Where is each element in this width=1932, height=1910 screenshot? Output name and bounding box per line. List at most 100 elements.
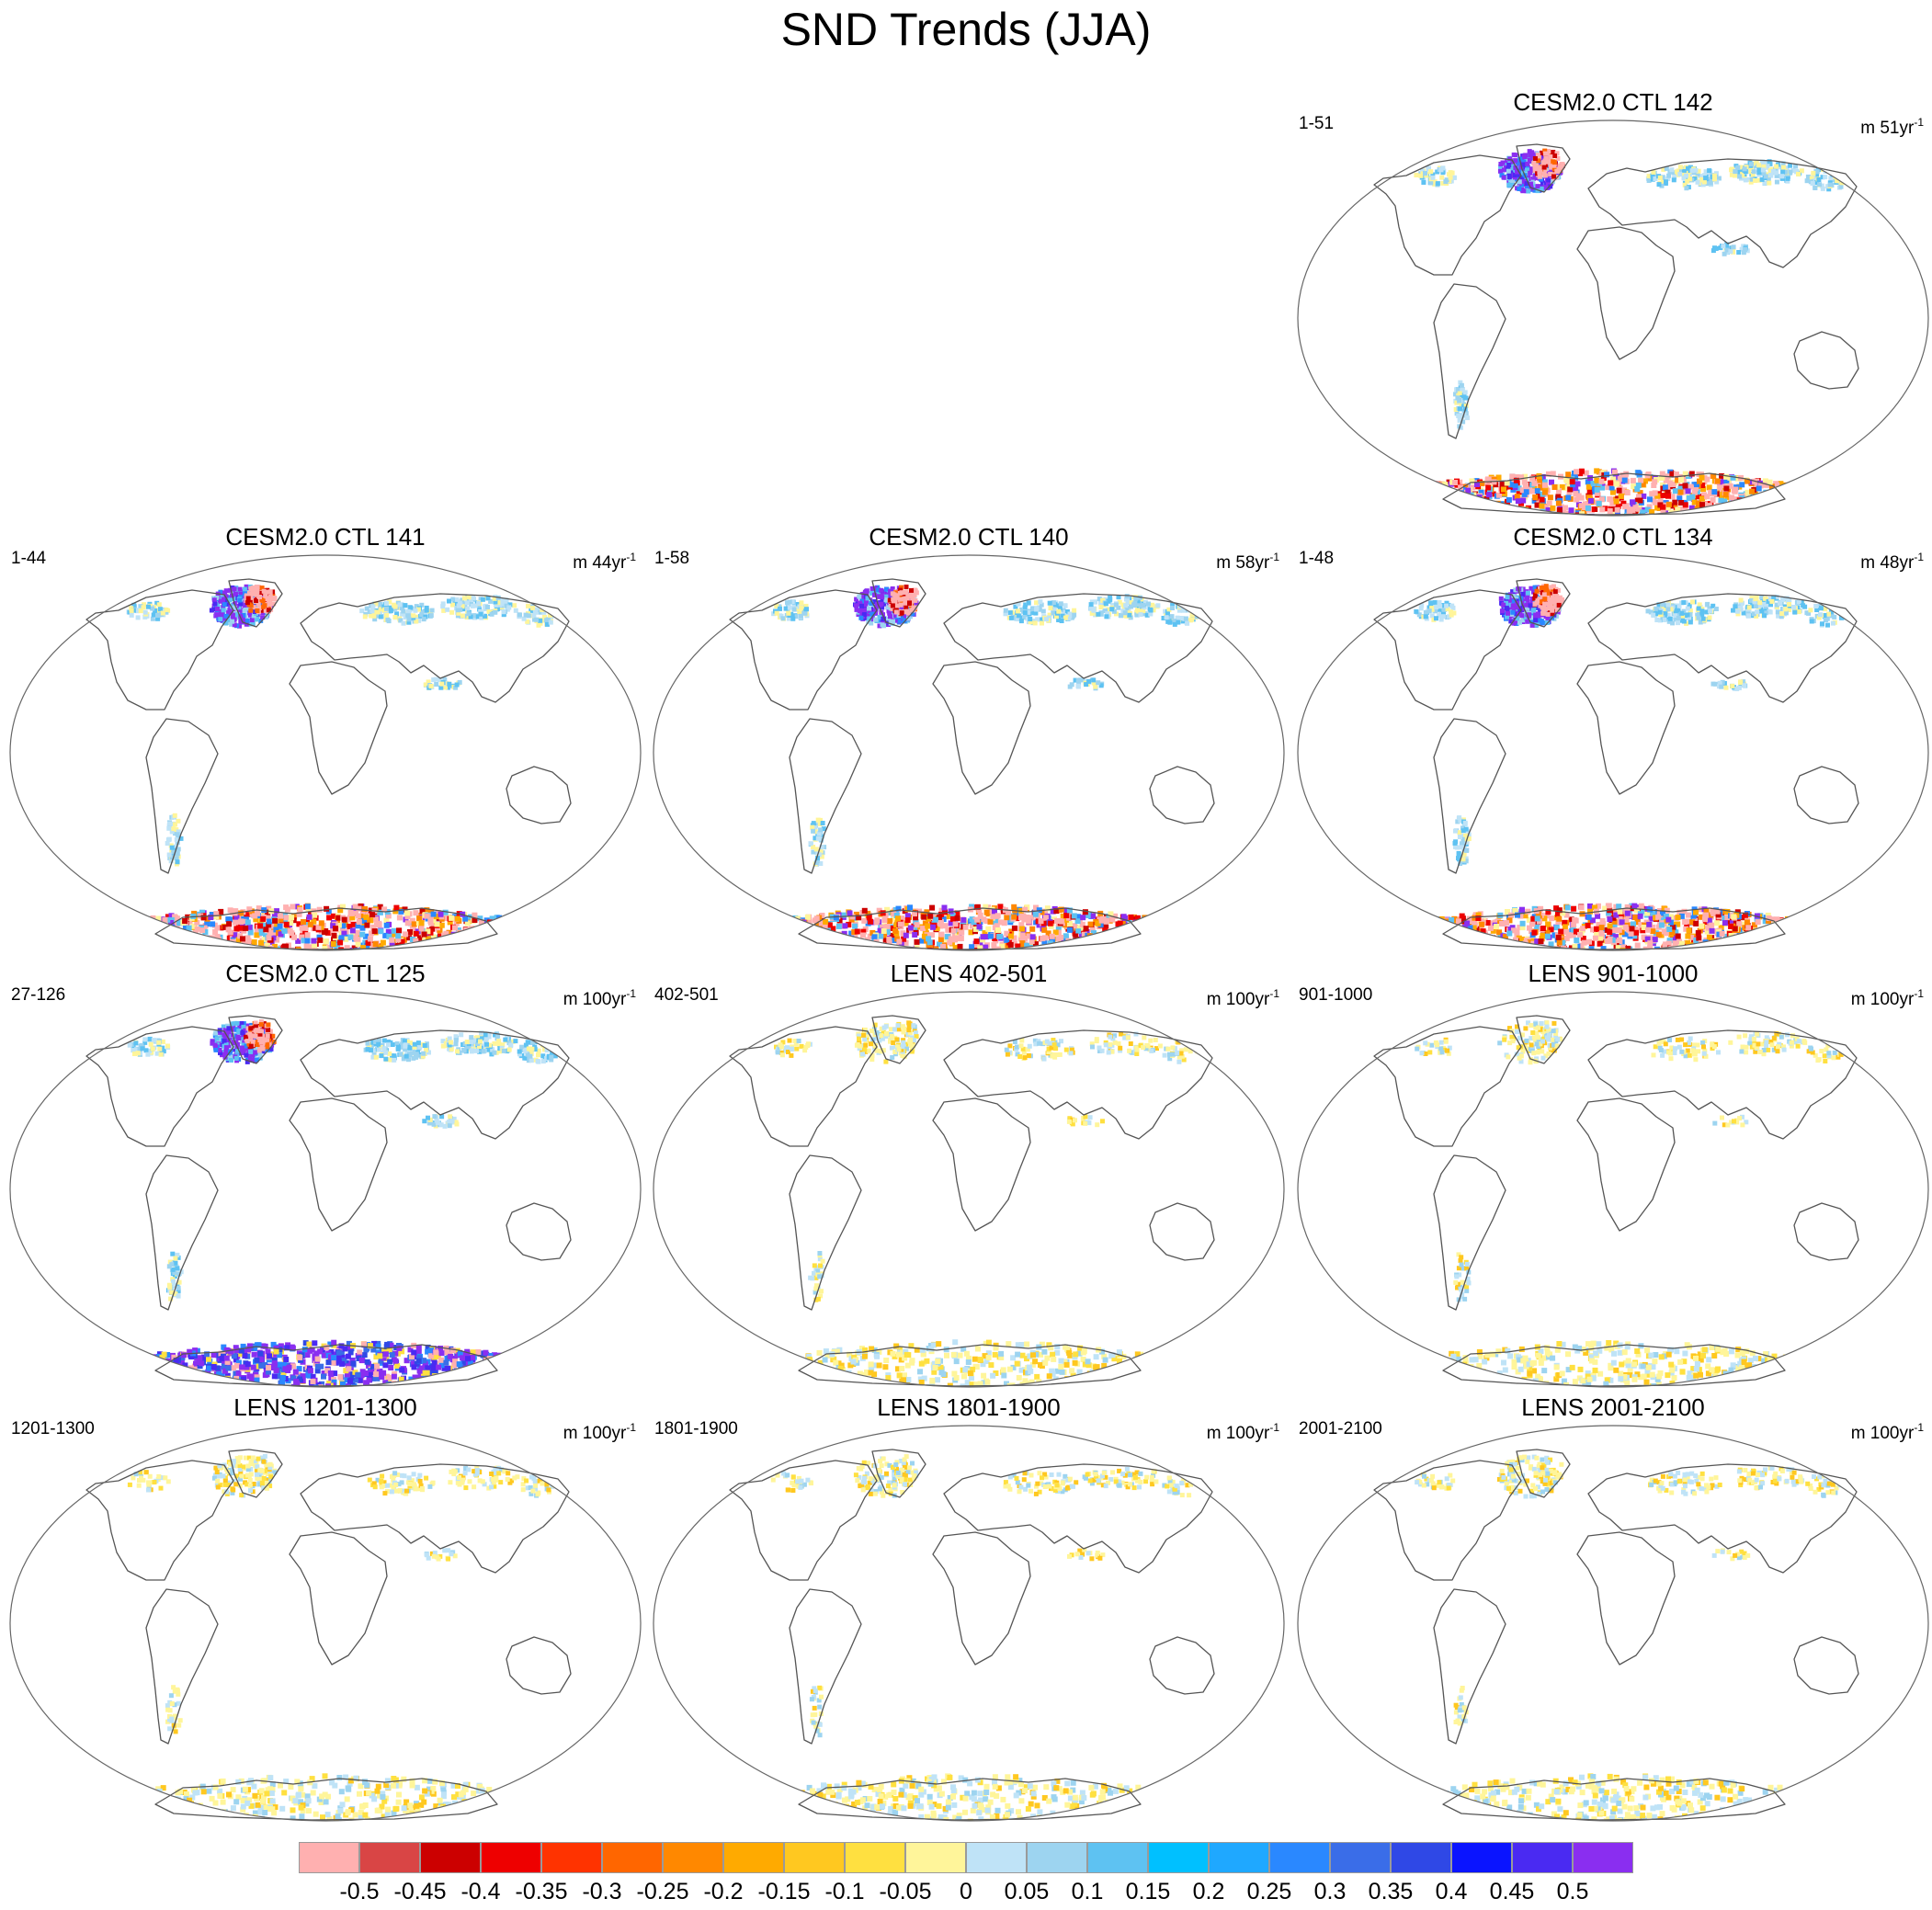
trend-cell bbox=[384, 612, 390, 618]
trend-cell bbox=[240, 936, 245, 942]
trend-cell bbox=[1688, 165, 1693, 170]
trend-cell bbox=[1462, 483, 1469, 490]
trend-cell bbox=[1006, 909, 1011, 915]
trend-cell bbox=[1008, 928, 1015, 935]
trend-cell bbox=[487, 937, 494, 943]
trend-cell bbox=[222, 602, 227, 608]
trend-cell bbox=[867, 933, 873, 939]
trend-cell bbox=[349, 927, 356, 934]
trend-cell bbox=[802, 939, 809, 945]
trend-cell bbox=[486, 608, 492, 614]
trend-cell bbox=[802, 610, 808, 616]
australia-outline bbox=[1793, 331, 1859, 390]
trend-cell bbox=[1088, 602, 1094, 608]
trend-cell bbox=[1764, 512, 1769, 516]
trend-cell bbox=[1701, 512, 1708, 516]
trend-cell bbox=[343, 936, 349, 942]
trend-cell bbox=[954, 910, 960, 916]
trend-cell bbox=[1430, 175, 1436, 180]
trend-cell bbox=[465, 949, 472, 950]
trend-cell bbox=[938, 907, 945, 914]
trend-cell bbox=[1763, 174, 1768, 179]
trend-cell bbox=[190, 933, 197, 939]
trend-cell bbox=[1506, 168, 1511, 174]
trend-cell bbox=[1055, 925, 1062, 931]
trend-cell bbox=[1170, 606, 1175, 610]
trend-cell bbox=[460, 613, 465, 619]
trend-cell bbox=[1134, 945, 1141, 950]
trend-cell bbox=[1198, 611, 1203, 617]
trend-cell bbox=[267, 589, 273, 595]
trend-cell bbox=[881, 917, 888, 924]
trend-cell bbox=[1104, 917, 1110, 924]
trend-cell bbox=[1115, 948, 1121, 950]
trend-cell bbox=[1752, 513, 1758, 516]
trend-cell bbox=[250, 621, 256, 627]
trend-cell bbox=[426, 947, 432, 950]
trend-cell bbox=[138, 604, 143, 609]
trend-cell bbox=[1469, 478, 1475, 484]
trend-cell bbox=[823, 918, 829, 925]
trend-cell bbox=[317, 937, 324, 943]
trend-cell bbox=[1785, 178, 1790, 184]
trend-cell bbox=[148, 949, 154, 950]
trend-cell bbox=[380, 939, 386, 946]
trend-cell bbox=[1733, 169, 1738, 175]
trend-cell bbox=[525, 619, 530, 624]
trend-cell bbox=[880, 595, 885, 600]
trend-cell bbox=[1665, 493, 1671, 499]
trend-cell bbox=[507, 602, 513, 608]
trend-cell bbox=[1666, 173, 1672, 178]
trend-cell bbox=[428, 684, 434, 688]
trend-cell bbox=[267, 594, 273, 599]
trend-cell bbox=[912, 911, 917, 917]
trend-cell bbox=[362, 906, 368, 912]
trend-cell bbox=[483, 604, 488, 609]
trend-cell bbox=[1812, 178, 1817, 184]
trend-cell bbox=[861, 608, 867, 613]
panel-title: CESM2.0 CTL 142 bbox=[1513, 88, 1713, 116]
trend-cell bbox=[467, 930, 473, 937]
trend-cell bbox=[1064, 947, 1070, 950]
trend-cell bbox=[1692, 511, 1699, 516]
trend-cell bbox=[1108, 911, 1114, 917]
trend-cell bbox=[1453, 392, 1458, 397]
trend-cell bbox=[1718, 245, 1723, 251]
trend-cell bbox=[873, 947, 879, 950]
trend-cell bbox=[331, 913, 337, 919]
trend-cell bbox=[281, 927, 288, 934]
trend-cell bbox=[1492, 515, 1498, 516]
trend-cell bbox=[1142, 947, 1148, 950]
trend-cell bbox=[804, 941, 811, 948]
trend-cell bbox=[876, 907, 882, 914]
trend-cell bbox=[449, 915, 455, 921]
trend-cell bbox=[913, 597, 918, 603]
trend-cell bbox=[897, 949, 903, 950]
trend-cell bbox=[1649, 509, 1655, 515]
trend-cell bbox=[299, 925, 305, 931]
trend-cell bbox=[1788, 510, 1794, 516]
trend-cell bbox=[162, 916, 168, 923]
trend-cell bbox=[946, 914, 952, 920]
trend-cell bbox=[945, 927, 951, 933]
trend-cell bbox=[271, 912, 278, 918]
trend-cell bbox=[150, 930, 156, 937]
map-boundary bbox=[1297, 119, 1929, 517]
trend-cell bbox=[923, 949, 929, 950]
trend-cell bbox=[1710, 472, 1717, 479]
trend-cell bbox=[1765, 512, 1771, 516]
trend-cell bbox=[1517, 503, 1524, 509]
trend-cell bbox=[1685, 178, 1690, 184]
trend-cell bbox=[171, 826, 176, 832]
trend-cell bbox=[265, 589, 270, 595]
trend-cell bbox=[265, 949, 271, 950]
trend-cell bbox=[909, 587, 914, 593]
trend-cell bbox=[1105, 939, 1111, 946]
trend-cell bbox=[1543, 504, 1550, 510]
trend-cell bbox=[350, 949, 357, 950]
trend-cell bbox=[1438, 511, 1444, 516]
trend-cell bbox=[1049, 933, 1055, 939]
trend-cell bbox=[1453, 497, 1460, 504]
trend-cell bbox=[233, 926, 240, 932]
trend-cell bbox=[1737, 174, 1743, 179]
